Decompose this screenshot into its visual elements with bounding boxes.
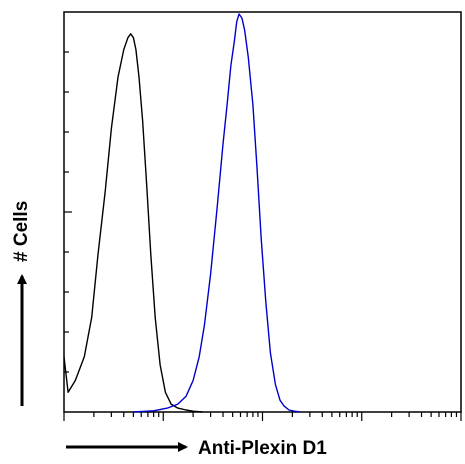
y-axis-ticks <box>64 51 72 373</box>
y-axis-label: # Cells <box>11 201 32 262</box>
plot-frame <box>63 11 462 413</box>
x-axis-ticks <box>63 412 462 421</box>
plot-border <box>63 11 462 413</box>
series-line-1 <box>63 33 203 413</box>
x-axis-label: Anti-Plexin D1 <box>198 438 327 459</box>
series-line-2 <box>133 13 301 413</box>
series-layer <box>63 13 301 413</box>
